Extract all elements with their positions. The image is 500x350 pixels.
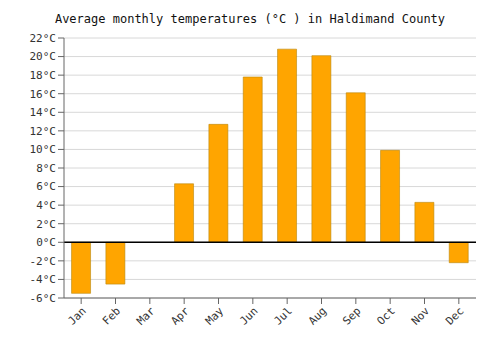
svg-text:May: May bbox=[203, 304, 227, 328]
svg-text:8°C: 8°C bbox=[36, 162, 56, 175]
html-text:Average monthly temperatures (: Average monthly temperatures (°C ) in Ha… bbox=[54, 12, 446, 26]
svg-text:Aug: Aug bbox=[306, 304, 329, 327]
svg-text:2°C: 2°C bbox=[36, 218, 56, 231]
svg-text:18°C: 18°C bbox=[30, 69, 57, 82]
svg-text:10°C: 10°C bbox=[30, 143, 57, 156]
svg-text:6°C: 6°C bbox=[36, 180, 56, 193]
svg-text:Sep: Sep bbox=[340, 304, 363, 327]
svg-text:-6°C: -6°C bbox=[30, 292, 57, 305]
svg-text:-4°C: -4°C bbox=[30, 273, 57, 286]
svg-text:Mar: Mar bbox=[134, 304, 158, 328]
svg-text:16°C: 16°C bbox=[30, 88, 57, 101]
svg-text:Jan: Jan bbox=[66, 304, 89, 327]
svg-text:-2°C: -2°C bbox=[30, 255, 57, 268]
svg-text:Jul: Jul bbox=[272, 304, 295, 327]
svg-text:4°C: 4°C bbox=[36, 199, 56, 212]
svg-text:Oct: Oct bbox=[375, 304, 398, 327]
svg-text:Nov: Nov bbox=[409, 304, 433, 328]
svg-text:14°C: 14°C bbox=[30, 106, 57, 119]
svg-text:22°C: 22°C bbox=[30, 32, 57, 45]
svg-text:20°C: 20°C bbox=[30, 50, 57, 63]
svg-text:12°C: 12°C bbox=[30, 125, 57, 138]
svg-text:Apr: Apr bbox=[169, 304, 193, 328]
svg-text:Dec: Dec bbox=[443, 304, 466, 327]
svg-text:0°C: 0°C bbox=[36, 236, 56, 249]
svg-text:Jun: Jun bbox=[237, 304, 260, 327]
svg-text:Feb: Feb bbox=[100, 304, 123, 327]
